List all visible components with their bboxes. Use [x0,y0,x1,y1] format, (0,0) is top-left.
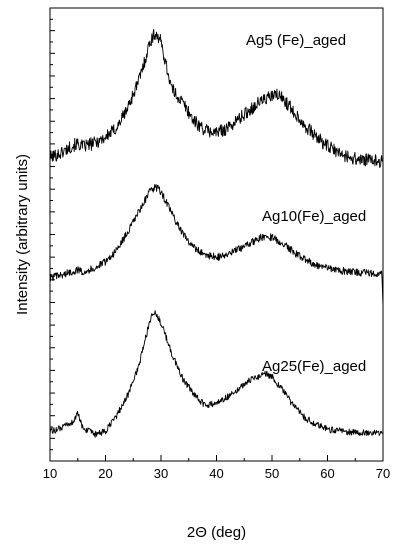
x-tick-label: 70 [376,466,390,481]
series-label: Ag25(Fe)_aged [262,358,366,375]
series-labels: Ag5 (Fe)_aged Ag10(Fe)_aged Ag25(Fe)_aged [246,32,366,375]
x-tick-label: 30 [154,466,168,481]
series-line [49,310,384,438]
x-tick-label: 50 [265,466,279,481]
x-tick-label: 20 [98,466,112,481]
x-axis-title: 2Θ (deg) [187,524,246,541]
x-tick-label: 60 [320,466,334,481]
series-line [49,184,384,307]
x-tick-label: 40 [209,466,223,481]
series-label: Ag5 (Fe)_aged [246,32,346,49]
x-tick-label: 10 [43,466,57,481]
plot-area [49,7,384,462]
series-layer [49,28,384,438]
series-line [49,28,384,168]
x-axis: 10 20 30 40 50 60 70 [43,455,390,481]
y-axis-title: Intensity (arbitrary units) [14,154,31,315]
plot-frame [49,7,384,462]
series-label: Ag10(Fe)_aged [262,208,366,225]
y-axis [50,7,55,462]
